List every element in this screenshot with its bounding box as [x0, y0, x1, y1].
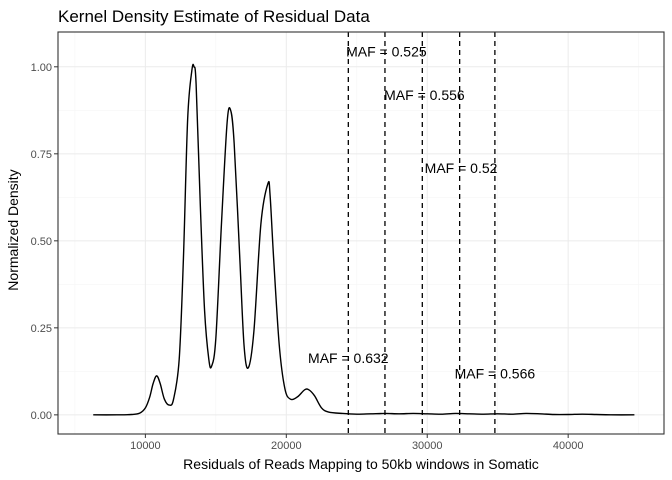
- maf-label: MAF = 0.632: [308, 350, 389, 366]
- x-tick-label: 20000: [271, 440, 302, 452]
- y-tick-label: 0.50: [31, 236, 52, 248]
- plot-panel: [58, 32, 664, 434]
- y-axis-title: Normalized Density: [5, 169, 21, 290]
- density-curve: [93, 63, 635, 416]
- chart-title: Kernel Density Estimate of Residual Data: [58, 7, 370, 26]
- maf-label: MAF = 0.52: [425, 160, 498, 176]
- plot-border: [57, 31, 665, 435]
- maf-label: MAF = 0.566: [455, 366, 536, 382]
- maf-lines: [347, 32, 496, 434]
- density-series: [93, 63, 635, 416]
- x-tick-label: 40000: [553, 440, 584, 452]
- maf-label: MAF = 0.556: [384, 87, 465, 103]
- y-tick-label: 0.75: [31, 149, 52, 161]
- grid-lines: [58, 32, 664, 434]
- maf-label: MAF = 0.525: [346, 44, 427, 60]
- maf-annotations: MAF = 0.525 MAF = 0.556 MAF = 0.52 MAF = 0.…: [308, 44, 535, 382]
- y-tick-label: 0.00: [31, 410, 52, 422]
- y-tick-label: 1.00: [31, 62, 52, 74]
- y-tick-label: 0.25: [31, 323, 52, 335]
- x-tick-label: 30000: [412, 440, 443, 452]
- x-axis-title: Residuals of Reads Mapping to 50kb windo…: [183, 456, 539, 472]
- x-axis-ticks: 10000 20000 30000 40000: [130, 434, 583, 452]
- x-tick-label: 10000: [130, 440, 161, 452]
- y-axis-ticks: 0.00 0.25 0.50 0.75 1.00: [31, 62, 58, 422]
